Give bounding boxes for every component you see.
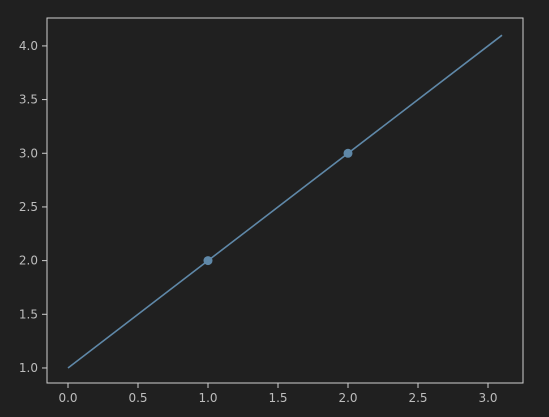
y-tick-label: 3.5 <box>19 93 38 107</box>
x-tick-label: 2.5 <box>408 391 427 405</box>
y-tick-label: 3.0 <box>19 146 38 160</box>
x-tick-label: 3.0 <box>478 391 497 405</box>
x-tick-label: 1.5 <box>268 391 287 405</box>
x-tick-label: 2.0 <box>338 391 357 405</box>
data-point-marker <box>203 256 213 266</box>
y-tick-label: 1.0 <box>19 361 38 375</box>
y-axis: 1.0 1.5 2.0 2.5 3.0 3.5 4.0 <box>19 39 47 375</box>
y-tick-label: 2.0 <box>19 254 38 268</box>
y-tick-label: 1.5 <box>19 307 38 321</box>
x-axis: 0.0 0.5 1.0 1.5 2.0 2.5 3.0 <box>58 383 498 405</box>
x-tick-label: 1.0 <box>198 391 217 405</box>
y-tick-label: 4.0 <box>19 39 38 53</box>
series-line <box>67 34 503 369</box>
x-tick-label: 0.0 <box>58 391 77 405</box>
y-tick-label: 2.5 <box>19 200 38 214</box>
series-layer <box>67 34 503 369</box>
x-tick-label: 0.5 <box>128 391 147 405</box>
data-point-marker <box>343 148 353 158</box>
plot-area <box>46 17 524 384</box>
